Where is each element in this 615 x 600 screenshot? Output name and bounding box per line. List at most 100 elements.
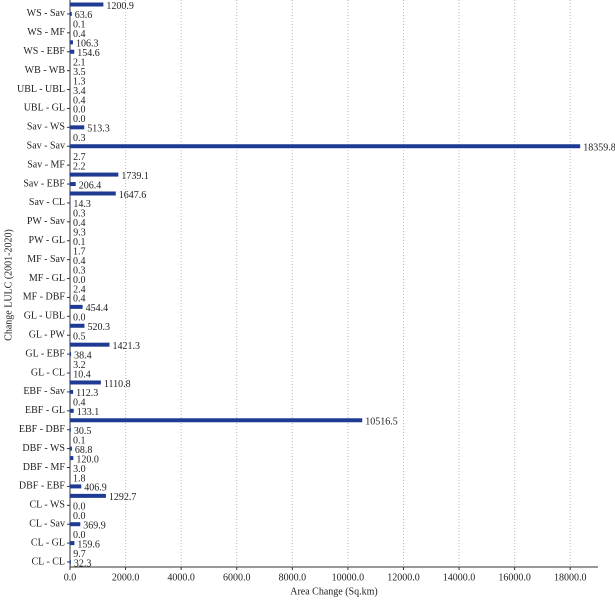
value-label: 0.3 — [73, 133, 86, 144]
bar — [70, 446, 72, 451]
bar — [70, 125, 85, 130]
bar — [70, 40, 73, 45]
value-label: 206.4 — [79, 180, 102, 191]
value-label: 32.3 — [74, 558, 92, 569]
y-tick-label: DBF - EBF — [19, 481, 66, 492]
value-label: 0.5 — [73, 332, 86, 343]
bar — [70, 408, 74, 413]
y-tick-label: PW - Sav — [27, 216, 65, 227]
bar — [70, 342, 110, 347]
value-label: 0.0 — [73, 275, 86, 286]
value-label: 1739.1 — [121, 171, 149, 182]
value-label: 454.4 — [86, 303, 109, 314]
value-label: 154.6 — [77, 48, 100, 59]
y-tick-label: WS - MF — [27, 27, 65, 38]
y-tick-label: CL - WS — [29, 500, 65, 511]
y-tick-label: WS - EBF — [23, 46, 65, 57]
value-label: 2.7 — [73, 152, 86, 163]
bar — [70, 172, 119, 177]
x-tick-label: 2000.0 — [112, 572, 140, 583]
y-axis-title: Change LULC (2001-2020) — [3, 229, 14, 341]
value-label: 1.8 — [73, 473, 86, 484]
value-label: 2.4 — [73, 284, 86, 295]
bar — [70, 427, 71, 432]
value-label: 159.6 — [77, 539, 100, 550]
x-tick-label: 14000.0 — [443, 572, 476, 583]
value-label: 0.1 — [73, 20, 86, 31]
x-tick-label: 6000.0 — [223, 572, 251, 583]
y-tick-label: MF - DBF — [23, 292, 66, 303]
value-label: 0.0 — [73, 105, 86, 116]
value-label: 0.3 — [73, 265, 86, 276]
value-label: 0.0 — [73, 313, 86, 324]
x-tick-label: 4000.0 — [167, 572, 195, 583]
value-label: 1647.6 — [119, 190, 147, 201]
bar — [70, 144, 581, 149]
bar — [70, 418, 363, 423]
value-label: 2.1 — [73, 57, 86, 68]
value-label: 0.4 — [73, 398, 86, 409]
y-tick-label: Sav - EBF — [23, 178, 65, 189]
y-tick-label: CL - Sav — [29, 519, 65, 530]
bar — [70, 522, 81, 527]
value-label: 3.0 — [73, 464, 86, 475]
y-tick-label: CL - CL — [31, 556, 65, 567]
y-tick-label: UBL - GL — [24, 103, 65, 114]
value-label: 3.4 — [73, 86, 86, 97]
bar — [70, 389, 74, 394]
value-label: 1.3 — [73, 76, 86, 87]
bar — [70, 304, 83, 309]
bar — [70, 456, 74, 461]
bar — [70, 493, 106, 498]
y-tick-label: GL - PW — [29, 330, 66, 341]
value-label: 0.4 — [73, 218, 86, 229]
value-label: 0.0 — [73, 530, 86, 541]
x-tick-label: 18000.0 — [554, 572, 587, 583]
y-tick-label: Sav - Sav — [27, 141, 65, 152]
y-tick-label: Sav - MF — [27, 159, 65, 170]
value-label: 0.1 — [73, 435, 86, 446]
y-tick-label: GL - CL — [31, 367, 65, 378]
value-label: 513.3 — [87, 124, 110, 135]
bar — [70, 541, 75, 546]
value-label: 1200.9 — [106, 1, 134, 12]
value-label: 38.4 — [74, 350, 92, 361]
bar — [70, 2, 104, 7]
value-label: 30.5 — [74, 426, 92, 437]
value-label: 0.0 — [73, 114, 86, 125]
value-label: 0.0 — [73, 502, 86, 513]
y-tick-label: EBF - Sav — [23, 386, 65, 397]
value-label: 3.5 — [73, 67, 86, 78]
bar — [70, 380, 101, 385]
bar — [70, 182, 76, 187]
bar — [70, 352, 72, 357]
y-tick-label: DBF - MF — [23, 462, 66, 473]
y-tick-label: EBF - DBF — [19, 424, 66, 435]
bar — [70, 560, 71, 564]
value-label: 369.9 — [83, 521, 106, 532]
value-label: 0.4 — [73, 29, 86, 40]
y-tick-label: DBF - WS — [22, 443, 65, 454]
y-tick-label: WB - WB — [25, 65, 66, 76]
bar — [70, 323, 85, 328]
value-label: 68.8 — [75, 445, 93, 456]
value-label: 9.3 — [73, 228, 86, 239]
x-tick-label: 12000.0 — [387, 572, 420, 583]
y-tick-label: PW - GL — [29, 235, 65, 246]
value-label: 18359.8 — [583, 143, 615, 154]
bar — [70, 191, 116, 196]
y-tick-label: Sav - CL — [29, 197, 65, 208]
bar — [70, 49, 75, 54]
value-label: 1.7 — [73, 246, 86, 257]
x-tick-label: 8000.0 — [279, 572, 307, 583]
value-label: 133.1 — [77, 407, 100, 418]
x-tick-label: 10000.0 — [332, 572, 365, 583]
value-label: 0.4 — [73, 95, 86, 106]
value-label: 3.2 — [73, 360, 86, 371]
bar — [70, 484, 82, 489]
value-label: 0.1 — [73, 237, 86, 248]
y-tick-label: EBF - GL — [25, 405, 65, 416]
value-label: 120.0 — [76, 454, 99, 465]
value-label: 0.0 — [73, 511, 86, 522]
